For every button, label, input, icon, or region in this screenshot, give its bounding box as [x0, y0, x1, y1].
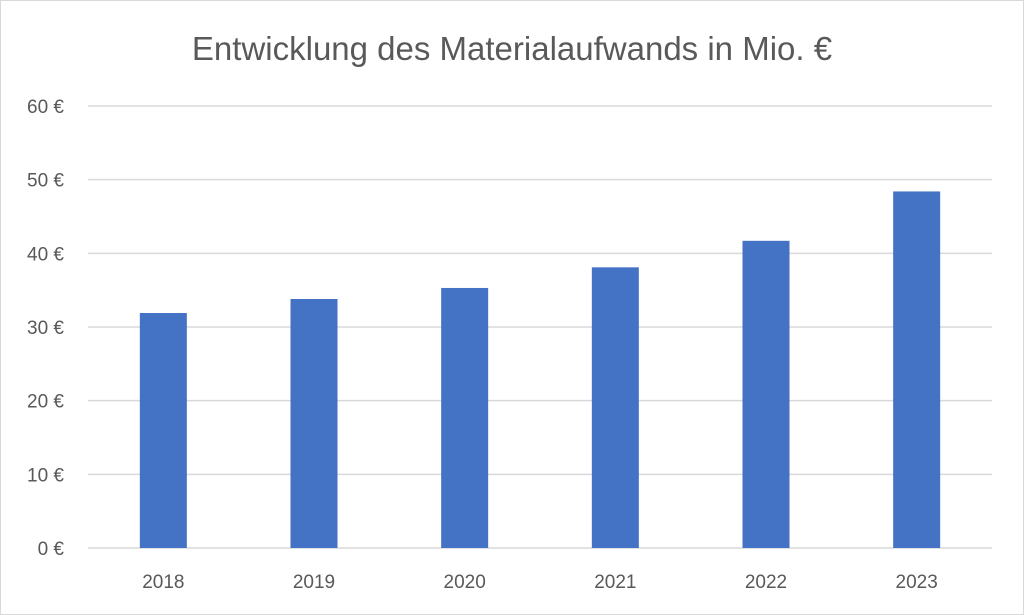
bar-2023 [893, 191, 941, 548]
x-tick-label: 2023 [896, 572, 938, 593]
x-tick-label: 2019 [293, 572, 335, 593]
bar-2022 [742, 240, 790, 548]
chart-title: Entwicklung des Materialaufwands in Mio.… [192, 30, 832, 67]
bar-2021 [591, 267, 639, 548]
y-tick-label: 30 € [27, 318, 64, 339]
gridlines [88, 105, 992, 549]
bars [139, 191, 941, 548]
bar-2020 [441, 287, 489, 548]
y-tick-label: 20 € [27, 392, 64, 413]
y-tick-label: 0 € [38, 539, 65, 560]
y-tick-label: 40 € [27, 244, 64, 265]
x-tick-label: 2020 [444, 572, 486, 593]
y-tick-label: 50 € [27, 171, 64, 192]
x-tick-label: 2018 [142, 572, 184, 593]
y-axis-tick-labels: 0 € 10 € 20 € 30 € 40 € 50 € 60 € [27, 97, 64, 560]
x-tick-label: 2022 [745, 572, 787, 593]
x-tick-label: 2021 [594, 572, 636, 593]
bar-2018 [139, 313, 187, 548]
y-tick-label: 60 € [27, 97, 64, 118]
y-tick-label: 10 € [27, 465, 64, 486]
bar-2019 [290, 299, 338, 548]
x-axis-tick-labels: 2018 2019 2020 2021 2022 2023 [142, 572, 938, 593]
